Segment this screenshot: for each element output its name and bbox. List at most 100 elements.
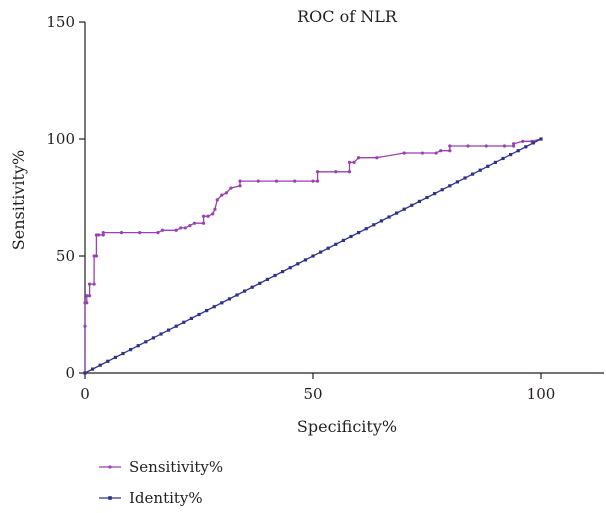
data-point	[402, 151, 406, 155]
legend-item: Sensitivity%	[99, 458, 223, 476]
data-point	[94, 233, 98, 237]
data-point	[229, 186, 233, 190]
data-point	[179, 226, 183, 230]
data-point	[357, 156, 361, 160]
data-point	[516, 149, 520, 153]
data-point	[296, 262, 300, 266]
data-point	[220, 301, 224, 305]
data-point	[106, 359, 110, 363]
data-point	[121, 351, 125, 356]
data-point	[160, 228, 165, 232]
data-point	[502, 144, 507, 148]
data-point	[364, 227, 368, 231]
x-tick-label: 50	[303, 385, 322, 403]
data-point	[201, 214, 206, 218]
data-point	[256, 179, 260, 183]
data-point	[434, 151, 438, 155]
data-point	[417, 199, 421, 203]
data-point	[512, 144, 516, 148]
data-point	[311, 254, 315, 258]
data-point	[448, 149, 452, 153]
data-point	[375, 156, 379, 160]
data-point	[334, 242, 338, 246]
y-tick-label: 50	[56, 247, 75, 265]
data-point	[357, 231, 361, 235]
data-point	[486, 164, 490, 168]
data-point	[349, 234, 353, 239]
data-point	[387, 215, 391, 219]
data-point	[455, 180, 459, 184]
data-point	[129, 348, 133, 352]
x-tick-label: 100	[527, 385, 556, 403]
plot-area	[83, 137, 543, 375]
data-point	[319, 250, 323, 254]
data-point	[471, 172, 475, 176]
data-point	[92, 282, 96, 286]
data-point	[425, 195, 429, 200]
data-point	[235, 293, 239, 297]
data-point	[501, 156, 505, 161]
legend-marker	[108, 465, 112, 469]
data-point	[83, 371, 87, 375]
data-point	[113, 355, 117, 359]
data-point	[484, 144, 488, 148]
chart-title: ROC of NLR	[297, 7, 398, 26]
data-point	[410, 203, 414, 207]
data-point	[138, 231, 142, 235]
data-point	[288, 266, 292, 270]
data-point	[188, 223, 192, 228]
data-point	[92, 254, 96, 258]
data-point	[493, 160, 497, 164]
data-point	[311, 179, 315, 183]
data-point	[212, 305, 216, 309]
data-point	[174, 228, 178, 232]
data-point	[87, 282, 92, 286]
data-point	[215, 198, 219, 202]
data-point	[372, 223, 376, 227]
data-point	[315, 170, 320, 174]
data-point	[98, 363, 102, 367]
data-point	[352, 160, 356, 164]
data-point	[87, 294, 92, 298]
data-point	[347, 160, 352, 164]
y-axis-title: Sensitivity%	[9, 150, 28, 250]
data-point	[192, 221, 197, 225]
legend-item: Identity%	[99, 489, 203, 507]
data-point	[91, 367, 95, 371]
data-point	[174, 324, 178, 328]
data-point	[213, 207, 217, 211]
x-tick-label: 0	[80, 385, 90, 403]
data-point	[524, 145, 528, 149]
data-point	[448, 184, 452, 188]
y-tick-label: 150	[46, 13, 75, 31]
data-point	[119, 231, 124, 235]
data-point	[258, 281, 262, 285]
data-point	[189, 316, 193, 320]
legend-label: Identity%	[129, 489, 203, 507]
data-point	[151, 336, 155, 340]
data-point	[243, 289, 247, 293]
data-point	[439, 149, 443, 153]
data-point	[334, 170, 338, 174]
data-point	[238, 179, 242, 183]
data-point	[220, 193, 224, 197]
data-point	[97, 233, 101, 237]
data-point	[509, 153, 513, 157]
data-point	[347, 170, 352, 174]
y-axis: 0 50 100 150	[46, 13, 86, 382]
data-point	[433, 192, 437, 196]
x-axis-title: Specificity%	[297, 417, 397, 436]
data-point	[521, 139, 525, 143]
data-point	[159, 332, 163, 336]
data-point	[136, 344, 140, 348]
data-point	[326, 246, 330, 250]
data-point	[211, 212, 215, 216]
data-point	[167, 328, 171, 332]
data-point	[466, 144, 470, 148]
data-point	[156, 231, 160, 235]
data-point	[531, 141, 535, 145]
data-point	[265, 277, 269, 281]
legend-marker	[108, 496, 112, 500]
data-point	[183, 226, 187, 230]
data-point	[379, 219, 383, 223]
